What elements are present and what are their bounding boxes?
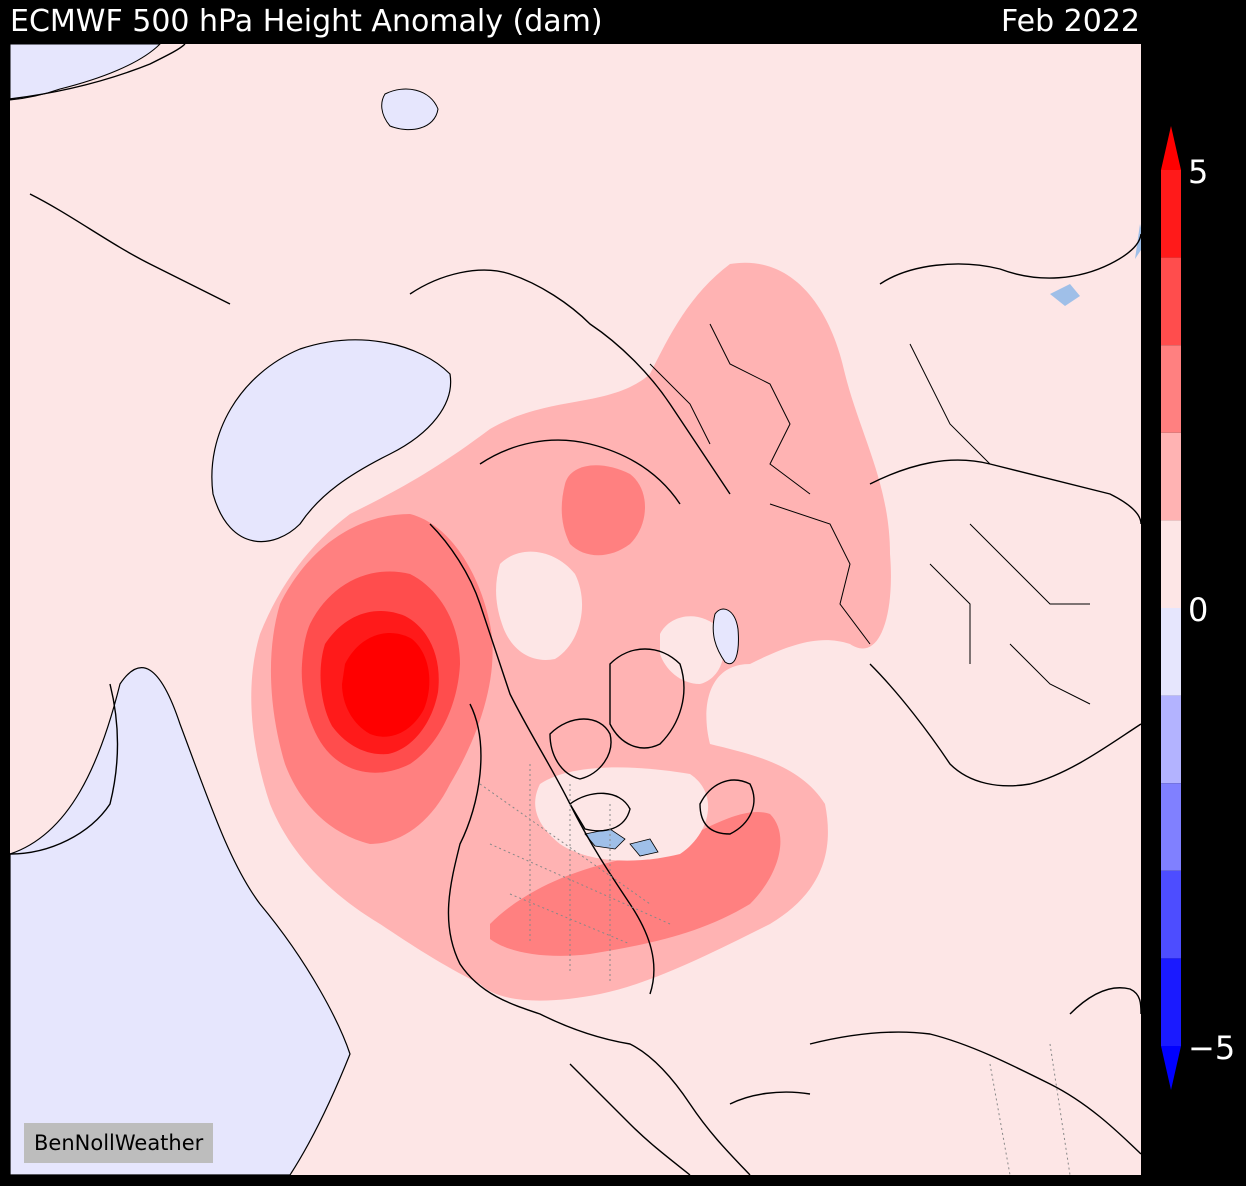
colorbar-level-5: [1161, 608, 1181, 696]
lake-arctic-blue: [381, 88, 439, 131]
map-date: Feb 2022: [1001, 4, 1140, 39]
colorbar-level-2: [1161, 345, 1181, 433]
coastlines: [10, 44, 1141, 1175]
colorbar-tick-min: −5: [1188, 1029, 1236, 1067]
positive-anomaly-siberia-arctic: [561, 465, 645, 556]
colorbar-tick-max: 5: [1188, 153, 1209, 191]
country-borders: [649, 323, 1091, 705]
colorbar-level-6: [1161, 695, 1181, 784]
negative-anomaly-north-pacific-west: [211, 339, 452, 543]
colorbar-level-3: [1161, 432, 1181, 521]
colorbar: [1161, 126, 1181, 1090]
state-borders: [479, 764, 1071, 1175]
anomaly-map: BenNollWeather: [10, 44, 1141, 1175]
colorbar-level-9: [1161, 958, 1181, 1046]
colorbar-level-8: [1161, 870, 1181, 959]
colorbar-extend-min: [1161, 1046, 1181, 1090]
colorbar-level-4: [1161, 520, 1181, 608]
negative-anomaly-east-pacific: [10, 667, 351, 1175]
max-anomaly-gulf-of-alaska: [342, 632, 430, 737]
map-title: ECMWF 500 hPa Height Anomaly (dam): [10, 4, 603, 39]
watermark-badge: BenNollWeather: [24, 1123, 214, 1163]
near-zero-anomaly-beaufort: [496, 551, 583, 660]
near-zero-anomaly-hudson-bay: [535, 767, 709, 861]
colorbar-level-0: [1161, 170, 1181, 258]
colorbar-extend-max: [1161, 126, 1181, 170]
lake-baikal: [1050, 224, 1141, 306]
colorbar-level-7: [1161, 783, 1181, 871]
colorbar-level-1: [1161, 257, 1181, 346]
lake-caspian: [712, 608, 739, 665]
near-zero-anomaly-barents: [660, 616, 724, 684]
positive-anomaly-eastern-us-atlantic: [490, 812, 781, 956]
negative-anomaly-arctic-corner: [10, 44, 161, 101]
colorbar-tick-zero: 0: [1188, 591, 1209, 629]
